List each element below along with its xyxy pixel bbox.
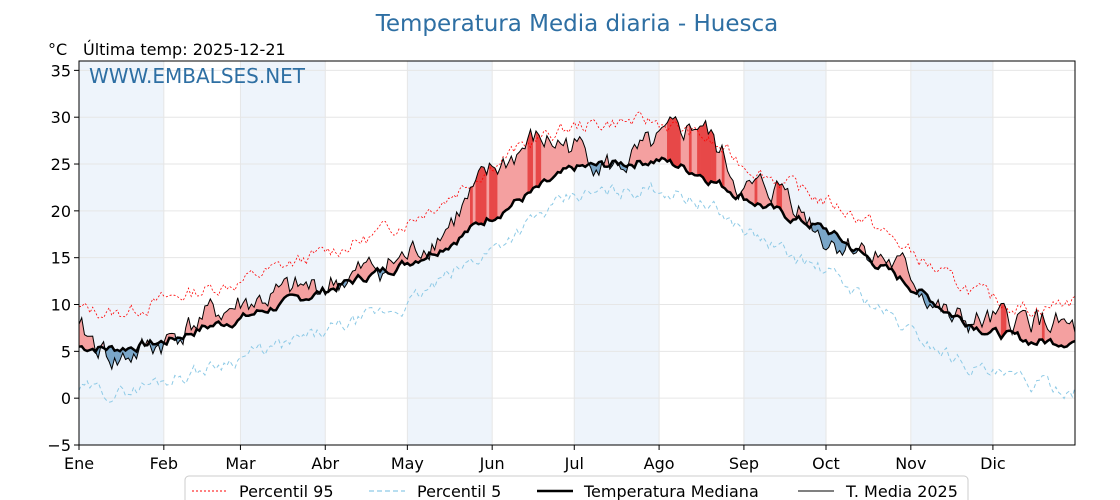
legend-p5-label: Percentil 5: [417, 482, 501, 500]
fill-above-median: [691, 128, 695, 176]
fill-above-median: [557, 139, 561, 173]
fill-above-median: [1022, 310, 1026, 342]
fill-above-median: [300, 283, 304, 301]
current-2025-line: [78, 115, 1076, 371]
fill-above-median: [669, 116, 674, 166]
fill-above-median: [549, 140, 553, 182]
fill-above-median: [710, 129, 715, 183]
fill-above-median: [204, 305, 208, 329]
x-tick-label: May: [391, 454, 424, 473]
y-tick-label: −5: [47, 436, 71, 455]
fill-above-median: [754, 176, 758, 207]
fill-above-median: [538, 134, 542, 188]
y-tick-label: 30: [51, 108, 71, 127]
x-tick-label: Jul: [564, 454, 584, 473]
legend-p95-label: Percentil 95: [239, 482, 334, 500]
y-tick-label: 20: [51, 202, 71, 221]
legend-median-label: Temperatura Mediana: [583, 482, 759, 500]
fill-above-median: [505, 162, 509, 211]
fill-above-median: [464, 197, 468, 233]
fill-above-median: [508, 156, 512, 210]
month-bands: [79, 61, 993, 445]
fill-above-median: [491, 165, 496, 222]
unit-label: °C: [48, 40, 67, 59]
fill-above-median: [535, 130, 539, 188]
month-band: [574, 61, 660, 445]
x-tick-label: Mar: [225, 454, 256, 473]
fill-above-median: [675, 116, 679, 169]
x-tick-label: Dic: [980, 454, 1006, 473]
fill-above-median: [661, 125, 665, 160]
fill-above-median: [664, 121, 668, 163]
fill-above-median: [86, 335, 91, 352]
fill-above-median: [546, 134, 550, 182]
fill-above-median: [688, 123, 693, 175]
y-tick-label: 35: [51, 61, 71, 80]
p95-line: [78, 110, 1076, 319]
fill-above-median: [489, 162, 493, 222]
fill-above-median: [1020, 309, 1024, 342]
fill-above-median: [470, 186, 474, 227]
fill-above-median: [480, 166, 485, 226]
fill-above-median: [702, 120, 706, 183]
fill-above-median: [229, 308, 233, 328]
month-band: [79, 61, 164, 445]
fill-above-median: [478, 165, 482, 225]
legend-current-label: T. Media 2025: [845, 482, 958, 500]
y-tick-label: 10: [51, 296, 71, 315]
p5-line: [78, 181, 1076, 403]
y-tick-label: 15: [51, 249, 71, 268]
fill-above-median: [516, 151, 520, 200]
legend-frame: [184, 475, 969, 500]
fill-above-median: [494, 167, 498, 221]
chart-title: Temperatura Media diaria - Huesca: [375, 11, 779, 37]
x-tick-label: Sep: [729, 454, 759, 473]
month-band: [407, 61, 493, 445]
watermark: WWW.EMBALSES.NET: [89, 64, 306, 88]
median-line: [78, 156, 1076, 355]
fill-above-median: [445, 227, 449, 250]
fill-above-median: [697, 125, 701, 176]
fill-above-median: [363, 261, 367, 282]
month-band: [743, 61, 826, 445]
fill-above-median: [699, 125, 704, 178]
month-band: [240, 61, 326, 445]
fill-above-median: [694, 129, 698, 176]
fill-above-median: [645, 131, 649, 166]
fill-above-median: [1061, 318, 1065, 348]
plot-frame: [78, 60, 1076, 446]
fill-above-median: [541, 140, 545, 183]
fill-above-median: [483, 167, 487, 226]
fill-above-median: [497, 167, 501, 219]
y-tick-label: 25: [51, 155, 71, 174]
fill-above-median: [1058, 318, 1062, 347]
x-axis-ticks: Ene Feb Mar Abr May Jun Jul Ago Sep Oct Nov Dic: [64, 445, 1006, 473]
x-tick-label: Jun: [479, 454, 505, 473]
fill-above-median: [716, 151, 720, 184]
last-temp-label: Última temp: 2025-12-21: [83, 40, 286, 59]
x-tick-label: Oct: [812, 454, 840, 473]
fill-above-median: [527, 129, 531, 194]
fill-above-median: [519, 147, 523, 202]
fill-above-median: [672, 116, 676, 168]
x-tick-label: Abr: [311, 454, 339, 473]
fill-above-median: [667, 116, 671, 163]
x-tick-label: Ago: [644, 454, 675, 473]
month-band: [910, 61, 993, 445]
fill-above-median: [552, 145, 556, 180]
fill-above-median: [522, 147, 526, 202]
x-tick-label: Ene: [64, 454, 94, 473]
fill-below-median: [823, 227, 827, 251]
y-tick-label: 0: [61, 389, 71, 408]
y-tick-label: 5: [61, 342, 71, 361]
fill-above-median: [656, 130, 660, 162]
y-axis-ticks: −5 0 5 10 15 20 25 30 35: [47, 61, 79, 455]
fill-above-median: [757, 172, 761, 206]
x-tick-label: Feb: [150, 454, 178, 473]
fill-above-median: [658, 126, 663, 162]
series-lines: [78, 110, 1076, 403]
x-tick-label: Nov: [895, 454, 926, 473]
legend: Percentil 95 Percentil 5 Temperatura Med…: [184, 475, 969, 500]
